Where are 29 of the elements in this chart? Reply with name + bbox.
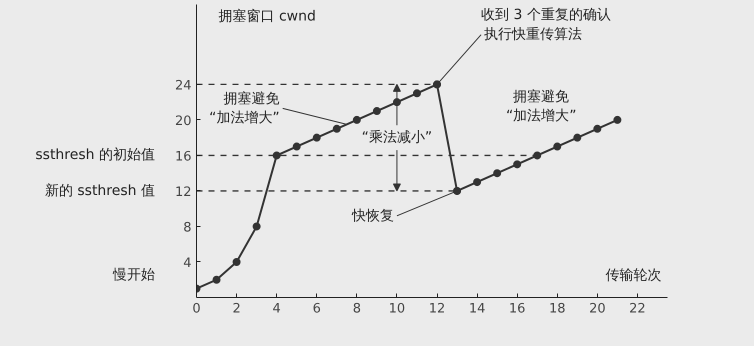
x-tick-label: 22 — [629, 302, 646, 316]
x-tick-label: 6 — [312, 302, 321, 316]
y-tick-label: 16 — [174, 149, 192, 164]
y-tick-label: 24 — [174, 78, 192, 94]
annotation: 拥塞避免 “加法增大” — [209, 90, 280, 126]
y-tick-label: 4 — [183, 256, 192, 271]
x-axis-title: 传输轮次 — [606, 268, 662, 284]
annotation: “乘法减小” — [362, 130, 432, 146]
x-tick-label: 16 — [508, 302, 526, 316]
y-tick-label: 8 — [183, 220, 192, 236]
x-tick-label: 8 — [352, 302, 361, 316]
x-tick-label: 0 — [192, 302, 201, 316]
annotation: 快恢复 — [350, 208, 394, 224]
x-tick-label: 18 — [548, 302, 566, 316]
x-tick-label: 14 — [468, 302, 486, 316]
x-tick-label: 2 — [232, 302, 241, 316]
annotation: 执行快重传算法 — [484, 26, 582, 43]
ref-line-label: ssthresh 的初始值 — [35, 146, 155, 164]
x-tick-label: 4 — [272, 302, 281, 316]
y-tick-label: 20 — [174, 114, 192, 129]
y-tick-label: 12 — [174, 184, 192, 200]
y-axis-title: 拥塞窗口 cwnd — [218, 8, 316, 24]
annotation: 收到 3 个重复的确认 — [481, 7, 611, 24]
ref-line-label: 新的 ssthresh 值 — [44, 182, 155, 200]
text: 慢开始 — [113, 266, 155, 284]
annotation: 拥塞避免 “加法增大” — [506, 89, 576, 124]
x-tick-label: 20 — [589, 302, 606, 316]
x-tick-label: 10 — [388, 302, 406, 316]
x-tick-label: 12 — [428, 302, 446, 316]
